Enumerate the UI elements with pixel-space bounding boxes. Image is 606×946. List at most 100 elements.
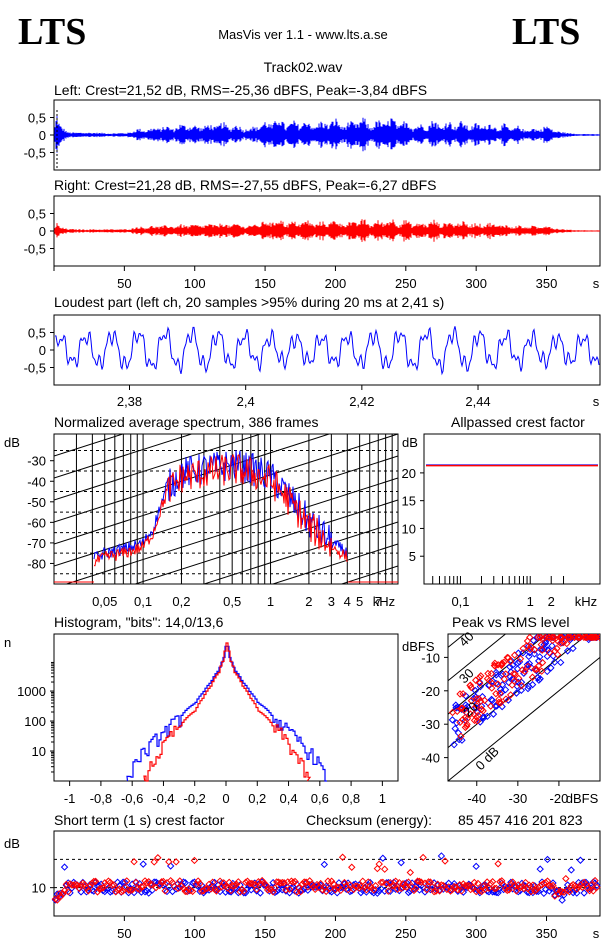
peak-rms-point-1 [470, 716, 479, 725]
short-crest-point-1 [329, 880, 338, 888]
short-crest-point-1 [424, 878, 433, 886]
left_waveform-ytick-label: -0,5 [24, 146, 46, 161]
peak-rms-point-0 [458, 736, 466, 744]
spectrum-slope-line [54, 720, 398, 830]
short-crest-point-1 [190, 856, 199, 865]
short-crest-point-1 [326, 884, 334, 892]
short-crest-point-1 [179, 884, 188, 893]
allpassed-xtick-label: 1 [527, 594, 534, 609]
peak-rms-point-1 [537, 667, 546, 675]
peak-rms-point-0 [525, 652, 533, 661]
peak-rms-diagonal-label: 0 dB [472, 744, 502, 774]
peak-rms-point-0 [504, 696, 513, 704]
short-crest-point-1 [126, 886, 135, 895]
short-crest-point-1 [57, 892, 65, 901]
peak-rms-point-1 [498, 659, 506, 667]
spectrum-slope-line [54, 654, 398, 764]
short-crest-point-0 [315, 882, 323, 890]
loudest-part-xunit-label: s [593, 394, 600, 409]
spectrum-slope-line [54, 434, 398, 545]
short-crest-point-0 [188, 879, 197, 887]
peak-rms-point-1 [484, 669, 492, 678]
short-crest-point-1 [143, 878, 151, 887]
short-crest-point-1 [474, 879, 482, 888]
spectrum-slope-line [64, 477, 398, 584]
short-crest-point-0 [554, 886, 563, 895]
short-crest-point-0 [220, 882, 228, 890]
peak-rms-point-0 [536, 675, 544, 683]
peak-rms-point-0 [496, 685, 505, 694]
peak-rms-point-1 [488, 684, 496, 692]
short-crest-point-1 [406, 868, 415, 877]
histogram-xtick-label: 1 [379, 791, 386, 806]
short-crest-point-1 [318, 886, 327, 894]
short-crest-point-1 [240, 887, 248, 895]
short-crest-xtick-label: 350 [536, 926, 558, 941]
peak-rms-point-0 [536, 653, 544, 661]
short-term-crest-title: Short term (1 s) crest factor [54, 812, 225, 828]
allpassed-xtick-label: 2 [548, 594, 555, 609]
peak-rms-point-1 [559, 638, 568, 647]
peak-rms-xtick-label: -30 [508, 791, 527, 806]
peak-rms-point-1 [517, 681, 526, 690]
short-crest-point-1 [496, 878, 504, 886]
short-crest-point-1 [212, 887, 221, 895]
short-crest-point-1 [110, 881, 118, 889]
peak-rms-point-0 [514, 649, 523, 657]
short-crest-point-0 [536, 865, 544, 873]
spectrum-xunit-label: kHz [373, 594, 395, 609]
short-crest-point-0 [507, 878, 515, 887]
short-crest-point-0 [243, 884, 252, 893]
short-crest-point-1 [227, 886, 235, 895]
short-crest-point-1 [505, 886, 513, 894]
spectrum-xtick-label: 0,2 [172, 594, 190, 609]
peak-rms-point-1 [509, 670, 518, 678]
loudest-part-xtick-label: 2,42 [349, 394, 374, 409]
peak-rms-point-0 [476, 682, 485, 691]
short-crest-point-0 [119, 878, 127, 886]
peak-rms-point-1 [586, 634, 594, 642]
short-crest-point-1 [549, 881, 557, 890]
short-crest-point-1 [64, 887, 72, 896]
short-crest-point-0 [576, 856, 585, 864]
peak-rms-point-1 [534, 634, 542, 642]
peak-rms-ylabel: dBFS [402, 639, 435, 654]
peak-rms-point-1 [516, 655, 525, 663]
short-crest-point-1 [93, 888, 102, 896]
peak-rms-point-0 [513, 665, 522, 673]
spectrum-slope-line [54, 434, 263, 501]
short-crest-point-1 [113, 886, 122, 894]
short-crest-frame [53, 830, 601, 917]
spectrum-ytick-label: -70 [27, 536, 46, 551]
peak-rms-point-1 [548, 634, 556, 642]
histogram-xtick-label: 0,8 [342, 791, 360, 806]
spectrum-slope-line [54, 676, 398, 786]
spectrum-frame [53, 433, 399, 585]
spectrum-slope-line [54, 148, 398, 258]
spectrum-slope-line [202, 521, 398, 584]
short-crest-point-1 [516, 883, 524, 892]
peak-rms-point-1 [527, 642, 535, 651]
short-crest-point-0 [549, 879, 557, 887]
short-crest-point-1 [271, 884, 279, 892]
short-crest-point-1 [479, 882, 488, 891]
peak-rms-xtick-label: -20 [550, 791, 569, 806]
peak-rms-point-0 [505, 678, 513, 687]
short-crest-point-1 [362, 886, 371, 894]
spectrum-slope-line [54, 610, 398, 720]
right_waveform-xtick-label: 200 [325, 276, 347, 291]
short-crest-point-1 [282, 886, 290, 894]
short-crest-point-1 [296, 888, 305, 896]
short-crest-point-1 [157, 878, 166, 886]
short-crest-point-1 [523, 884, 532, 892]
short-crest-point-1 [338, 853, 347, 861]
peak-rms-point-1 [475, 694, 483, 703]
short-crest-point-1 [562, 874, 570, 883]
peak-rms-point-1 [472, 695, 481, 703]
short-crest-point-1 [201, 884, 210, 893]
peak-rms-point-1 [466, 681, 474, 690]
short-crest-point-0 [487, 885, 495, 893]
peak-rms-point-1 [588, 634, 596, 642]
short-crest-point-1 [443, 885, 451, 894]
peak-rms-xunit-label: dBFS [566, 791, 599, 806]
